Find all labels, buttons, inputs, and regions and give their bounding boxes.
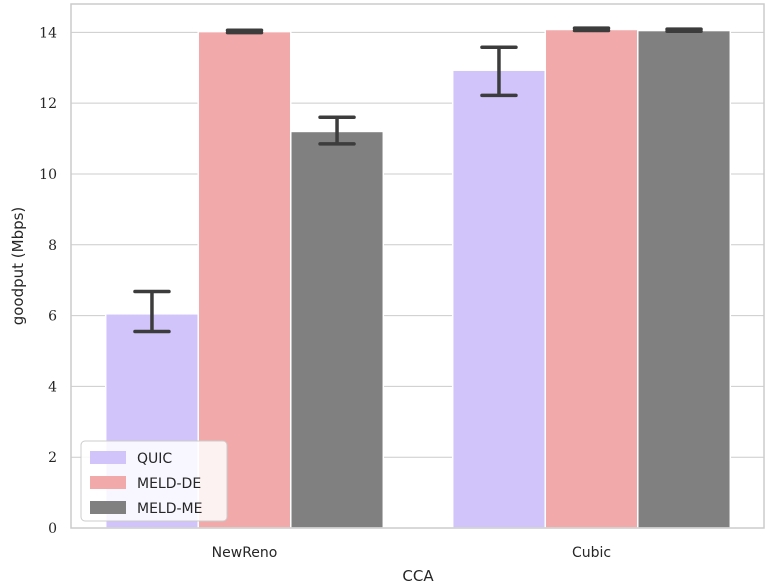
x-axis-label: CCA	[402, 567, 434, 585]
legend: QUIC MELD-DE MELD-ME	[80, 440, 228, 522]
bar-meld-me	[290, 130, 385, 529]
error-bars	[133, 26, 703, 334]
y-tick-label: 6	[48, 309, 57, 325]
legend-label-quic: QUIC	[137, 451, 172, 467]
bars	[104, 28, 732, 529]
y-tick-label: 4	[48, 379, 57, 395]
y-tick-label: 12	[39, 96, 57, 112]
legend-label-meld-de: MELD-DE	[137, 476, 201, 492]
y-tick-label: 8	[48, 238, 57, 254]
x-tick-label: NewReno	[212, 545, 278, 561]
plot-border	[70, 3, 765, 529]
y-tick-label: 14	[39, 25, 57, 41]
x-tick-label: Cubic	[572, 545, 611, 561]
bar-meld-me	[637, 29, 732, 529]
y-tick-label: 10	[39, 167, 57, 183]
bar-quic	[451, 69, 546, 529]
y-tick-label: 2	[48, 450, 57, 466]
bar-meld-de	[544, 28, 639, 529]
plot-frame	[70, 3, 765, 529]
legend-label-meld-me: MELD-ME	[137, 501, 202, 517]
x-tick-labels: NewReno Cubic	[212, 545, 611, 561]
y-tick-labels: 0 2 4 6 8 10 12 14	[39, 25, 57, 537]
legend-swatch-quic	[90, 451, 126, 464]
y-axis-label: goodput (Mbps)	[9, 207, 27, 326]
legend-swatch-meld-me	[90, 501, 126, 514]
y-tick-label: 0	[48, 521, 57, 537]
legend-swatch-meld-de	[90, 476, 126, 489]
